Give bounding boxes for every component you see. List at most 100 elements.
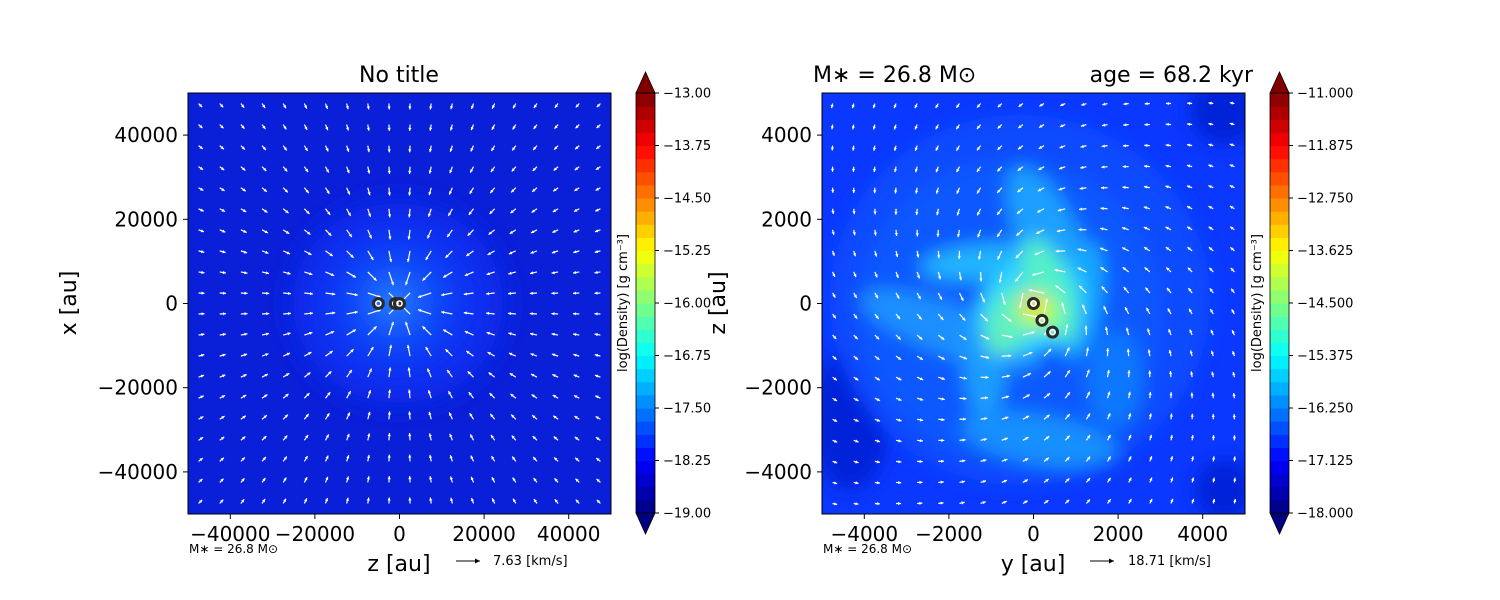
left-velocity-arrowhead xyxy=(490,168,494,173)
right-velocity-arrowhead xyxy=(1003,479,1008,483)
right-velocity-arrowhead xyxy=(1046,393,1051,397)
right-velocity-arrowhead xyxy=(1046,414,1050,418)
left-colorbar-tick-label: −18.25 xyxy=(663,454,711,469)
left-velocity-arrowhead xyxy=(327,392,331,396)
right-velocity-arrowhead xyxy=(977,233,981,238)
right-velocity-arrowhead xyxy=(1066,392,1070,396)
right-quiver-key-arrowhead xyxy=(1109,558,1114,564)
left-velocity-arrowhead xyxy=(511,414,515,418)
right-velocity-arrowhead xyxy=(939,296,942,300)
left-velocity-arrowhead xyxy=(200,395,204,399)
left-velocity-arrowhead xyxy=(330,272,335,276)
left-velocity-arrowhead xyxy=(449,169,453,174)
left-velocity-arrowhead xyxy=(596,458,600,462)
right-velocity-arrowhead xyxy=(1005,395,1010,399)
right-velocity-arrowhead xyxy=(935,147,939,151)
left-colorbar-band xyxy=(636,355,655,370)
left-velocity-arrowhead xyxy=(388,367,392,371)
right-velocity-arrowhead xyxy=(1229,206,1234,209)
left-velocity-arrowhead xyxy=(200,229,205,233)
left-velocity-arrowhead xyxy=(594,333,598,337)
right-velocity-arrowhead xyxy=(1186,164,1191,168)
right-velocity-arrowhead xyxy=(977,256,982,260)
left-velocity-arrowhead xyxy=(551,291,555,295)
left-velocity-arrowhead xyxy=(551,271,555,275)
right-velocity-arrowhead xyxy=(831,210,835,214)
right-sink-particle xyxy=(1027,297,1040,310)
right-velocity-arrowhead xyxy=(1208,122,1212,126)
right-velocity-arrowhead xyxy=(1149,477,1153,481)
right-velocity-arrowhead xyxy=(1066,478,1070,482)
left-velocity-arrowhead xyxy=(531,209,535,213)
left-velocity-arrowhead xyxy=(368,390,372,394)
left-velocity-arrowhead xyxy=(283,477,287,481)
left-quiver-key-arrowhead xyxy=(475,558,480,564)
left-velocity-arrowhead xyxy=(553,415,557,419)
right-velocity-arrowhead xyxy=(1016,210,1021,214)
right-velocity-arrowhead xyxy=(852,252,857,257)
right-colorbar-band xyxy=(1270,486,1289,501)
left-velocity-arrowhead xyxy=(347,391,351,395)
right-velocity-arrowhead xyxy=(1079,207,1083,211)
right-velocity-arrowhead xyxy=(919,336,923,340)
left-colorbar-band xyxy=(636,276,655,291)
left-colorbar-tick-label: −16.75 xyxy=(663,349,711,364)
right-velocity-arrowhead xyxy=(936,212,940,216)
left-velocity-arrowhead xyxy=(448,212,452,216)
right-colorbar-band xyxy=(1270,250,1289,265)
right-velocity-arrowhead xyxy=(1143,185,1148,189)
right-velocity-arrowhead xyxy=(915,233,919,237)
right-velocity-arrowhead xyxy=(956,168,960,173)
right-velocity-arrowhead xyxy=(1006,374,1011,378)
right-colorbar-tick-label: −11.875 xyxy=(1297,139,1353,154)
right-velocity-arrowhead xyxy=(1232,351,1236,355)
left-velocity-arrowhead xyxy=(387,127,391,131)
left-velocity-arrowhead xyxy=(367,411,371,416)
right-velocity-arrowhead xyxy=(1065,499,1070,503)
left-velocity-arrowhead xyxy=(466,253,470,257)
left-velocity-arrowhead xyxy=(447,369,451,374)
left-velocity-arrowhead xyxy=(490,434,494,439)
left-velocity-arrowhead xyxy=(469,190,473,194)
left-velocity-arrowhead xyxy=(532,436,536,440)
right-velocity-arrowhead xyxy=(1148,391,1152,396)
left-velocity-arrowhead xyxy=(221,229,226,233)
right-velocity-arrowhead xyxy=(1078,228,1082,232)
left-velocity-arrowhead xyxy=(408,192,412,196)
right-velocity-arrowhead xyxy=(1004,437,1008,441)
left-colorbar-band xyxy=(636,316,655,330)
left-velocity-arrowhead xyxy=(367,191,371,196)
right-velocity-arrowhead xyxy=(833,418,838,422)
right-velocity-arrowhead xyxy=(833,356,837,360)
right-velocity-arrowhead xyxy=(1231,330,1235,334)
right-velocity-arrowhead xyxy=(940,459,945,463)
left-velocity-arrowhead xyxy=(350,254,354,258)
left-velocity-arrowhead xyxy=(594,312,598,316)
right-velocity-arrowhead xyxy=(941,376,945,380)
left-velocity-arrowhead xyxy=(471,498,475,502)
right-velocity-arrowhead xyxy=(876,377,880,381)
right-velocity-arrowhead xyxy=(1086,369,1090,374)
right-velocity-arrowhead xyxy=(1208,143,1212,147)
right-velocity-arrowhead xyxy=(1018,103,1022,107)
right-velocity-arrowhead xyxy=(962,438,966,442)
right-plot-title-mass: M∗ = 26.8 M⊙ xyxy=(813,63,976,88)
left-velocity-arrowhead xyxy=(352,329,356,333)
left-colorbar-tick-label: −14.50 xyxy=(663,192,711,207)
right-velocity-arrowhead xyxy=(1186,185,1191,189)
left-velocity-arrowhead xyxy=(508,332,512,336)
left-velocity-arrowhead xyxy=(243,250,248,254)
right-colorbar-band xyxy=(1270,171,1289,186)
left-x-tick-label: 40000 xyxy=(537,522,601,546)
left-velocity-arrowhead xyxy=(220,167,225,171)
right-velocity-arrowhead xyxy=(936,233,940,237)
right-velocity-arrowhead xyxy=(1210,329,1214,334)
right-velocity-arrowhead xyxy=(997,256,1001,260)
right-velocity-arrowhead xyxy=(963,336,967,340)
right-velocity-arrowhead xyxy=(1024,479,1028,483)
left-velocity-arrowhead xyxy=(199,166,204,170)
left-velocity-arrowhead xyxy=(425,256,429,261)
left-velocity-arrowhead xyxy=(201,312,205,316)
right-velocity-arrowhead xyxy=(1168,329,1172,333)
right-velocity-arrowhead xyxy=(979,278,983,282)
